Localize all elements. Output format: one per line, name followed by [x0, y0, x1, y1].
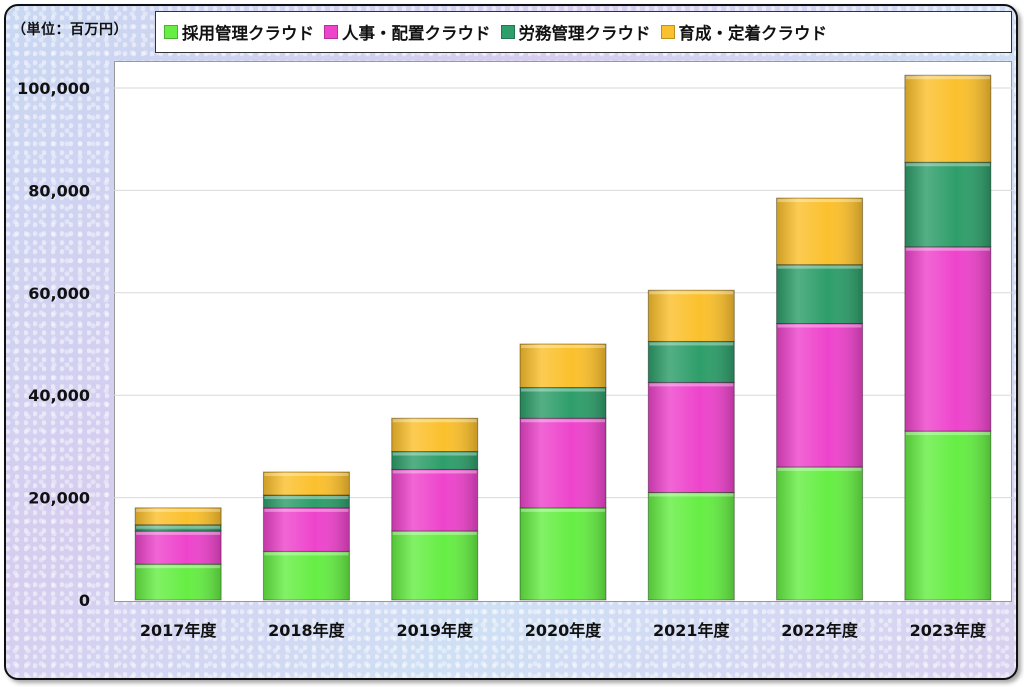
bar-segment	[519, 417, 607, 509]
bar-segment	[519, 387, 607, 419]
legend-label-recruit: 採用管理クラウド	[182, 24, 314, 43]
bar-segment	[904, 74, 992, 163]
bar-segment	[391, 417, 479, 453]
legend-item-labor: 労務管理クラウド	[500, 20, 651, 44]
bar-segment	[519, 507, 607, 601]
y-tick-label: 40,000	[28, 386, 90, 405]
legend-label-labor: 労務管理クラウド	[518, 24, 651, 43]
x-axis: 2017年度 2018年度 2019年度 2020年度 2021年度 2022年度 2023…	[140, 621, 987, 640]
bar-segment	[904, 246, 992, 432]
y-tick-label: 100,000	[17, 79, 90, 98]
bar-segment	[262, 471, 350, 496]
bar-segment	[262, 507, 350, 552]
x-tick-label: 2022年度	[781, 621, 859, 640]
bar-segment	[647, 340, 735, 383]
bar-segment	[647, 381, 735, 493]
y-tick-label: 0	[79, 591, 90, 610]
bar-segment	[391, 530, 479, 601]
x-tick-label: 2017年度	[140, 621, 218, 640]
bar-segment	[647, 491, 735, 601]
legend: 採用管理クラウド 人事・配置クラウド 労務管理クラウド 育成・定着クラウド	[155, 11, 1012, 53]
bars	[134, 74, 992, 601]
y-tick-label: 20,000	[28, 489, 90, 508]
bar-segment	[776, 323, 864, 468]
bar-segment	[134, 524, 222, 532]
x-tick-label: 2021年度	[653, 621, 731, 640]
x-tick-label: 2018年度	[268, 621, 346, 640]
y-tick-label: 60,000	[28, 284, 90, 303]
bar-segment	[134, 530, 222, 565]
bar-segment	[391, 468, 479, 532]
x-tick-label: 2023年度	[910, 621, 988, 640]
bar-segment	[776, 466, 864, 601]
bar-segment	[134, 507, 222, 526]
bar-segment	[647, 289, 735, 342]
legend-item-hr: 人事・配置クラウド	[324, 20, 491, 44]
unit-label: （単位：百万円）	[12, 22, 128, 38]
bar-segment	[776, 264, 864, 325]
legend-label-hr: 人事・配置クラウド	[342, 24, 491, 43]
bar-segment	[519, 343, 607, 389]
y-tick-label: 80,000	[28, 181, 90, 200]
legend-swatch-recruit	[164, 25, 178, 39]
bar-segment	[904, 430, 992, 601]
bar-segment	[904, 161, 992, 248]
legend-swatch-training	[660, 25, 675, 39]
bar-segment	[262, 494, 350, 509]
bar-segment	[391, 451, 479, 470]
legend-item-recruit: 採用管理クラウド	[164, 20, 314, 44]
bar-segment	[134, 563, 222, 601]
legend-swatch-labor	[500, 25, 515, 39]
legend-label-training: 育成・定着クラウド	[678, 24, 828, 43]
bar-segment	[262, 550, 350, 601]
x-tick-label: 2019年度	[396, 621, 474, 640]
legend-item-training: 育成・定着クラウド	[660, 20, 828, 44]
legend-swatch-hr	[324, 25, 338, 39]
x-tick-label: 2020年度	[525, 621, 603, 640]
y-axis: 0 20,000 40,000 60,000 80,000 100,000	[17, 79, 90, 610]
bar-segment	[776, 197, 864, 266]
